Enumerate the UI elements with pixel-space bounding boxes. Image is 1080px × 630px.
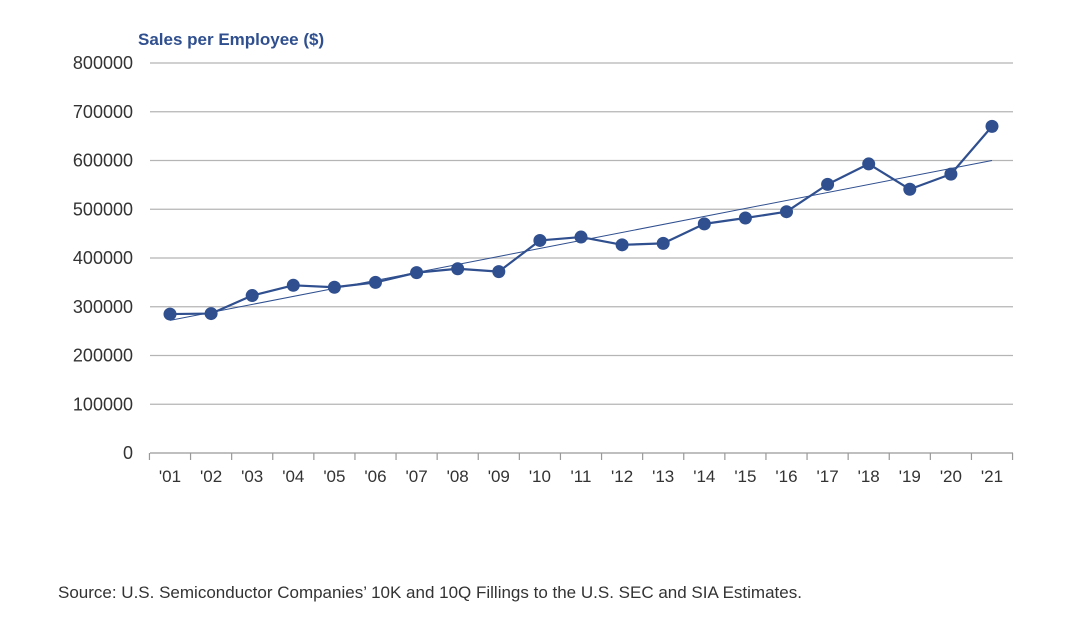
x-tick-label: '06 bbox=[364, 467, 386, 486]
x-tick-label: '16 bbox=[775, 467, 797, 486]
y-tick-label: 700000 bbox=[73, 102, 133, 122]
x-tick-label: '12 bbox=[611, 467, 633, 486]
x-axis bbox=[148, 452, 1014, 460]
data-point bbox=[574, 230, 588, 244]
x-tick-label: '08 bbox=[447, 467, 469, 486]
data-point bbox=[410, 266, 424, 280]
y-tick-label: 100000 bbox=[73, 394, 133, 414]
x-tick-label: '21 bbox=[981, 467, 1003, 486]
x-tick-label: '14 bbox=[693, 467, 715, 486]
x-tick-label: '03 bbox=[241, 467, 263, 486]
x-tick-label: '02 bbox=[200, 467, 222, 486]
data-point bbox=[944, 167, 958, 181]
data-point bbox=[369, 275, 382, 289]
x-tick-label: '11 bbox=[571, 467, 592, 486]
y-tick-label: 600000 bbox=[73, 151, 133, 171]
data-point bbox=[533, 233, 547, 247]
data-point bbox=[697, 217, 711, 231]
source-note: Source: U.S. Semiconductor Companies’ 10… bbox=[58, 583, 802, 602]
y-tick-label: 500000 bbox=[73, 199, 133, 219]
x-tick-label: '20 bbox=[940, 467, 962, 486]
data-point bbox=[615, 238, 629, 252]
data-point bbox=[327, 280, 341, 294]
x-tick-label: '18 bbox=[858, 467, 880, 486]
y-tick-label: 800000 bbox=[73, 53, 133, 73]
y-axis-title: Sales per Employee ($) bbox=[138, 30, 325, 49]
data-point bbox=[903, 182, 917, 196]
data-point bbox=[492, 265, 506, 279]
y-axis-ticks: 0 100000 200000 300000 400000 500000 600000 700… bbox=[73, 53, 133, 463]
data-points bbox=[163, 119, 999, 321]
y-tick-label: 0 bbox=[123, 443, 133, 463]
y-tick-label: 200000 bbox=[73, 346, 133, 366]
x-tick-label: '10 bbox=[529, 467, 551, 486]
data-point bbox=[985, 119, 999, 133]
data-point bbox=[862, 157, 876, 171]
x-tick-label: '09 bbox=[488, 467, 510, 486]
data-point bbox=[245, 289, 259, 303]
x-tick-label: '05 bbox=[323, 467, 345, 486]
data-point bbox=[780, 205, 793, 219]
x-axis-ticks: '01 '02 '03 '04 '05 '06 '07 '08 '09 '10 '11 '12 '13 '… bbox=[159, 467, 1003, 486]
x-tick-label: '13 bbox=[652, 467, 674, 486]
data-point bbox=[204, 307, 218, 321]
data-point bbox=[163, 307, 177, 321]
x-tick-label: '04 bbox=[282, 467, 304, 486]
x-tick-label: '01 bbox=[159, 467, 181, 486]
y-tick-label: 400000 bbox=[73, 248, 133, 268]
x-tick-label: '19 bbox=[899, 467, 921, 486]
x-tick-label: '17 bbox=[817, 467, 839, 486]
x-tick-label: '07 bbox=[406, 467, 428, 486]
y-tick-label: 300000 bbox=[73, 297, 133, 317]
data-point bbox=[821, 177, 835, 191]
data-point bbox=[656, 236, 670, 250]
data-point bbox=[451, 262, 465, 276]
data-point bbox=[286, 278, 300, 292]
data-point bbox=[738, 211, 752, 225]
x-tick-label: '15 bbox=[734, 467, 756, 486]
grid-lines bbox=[150, 62, 1013, 405]
